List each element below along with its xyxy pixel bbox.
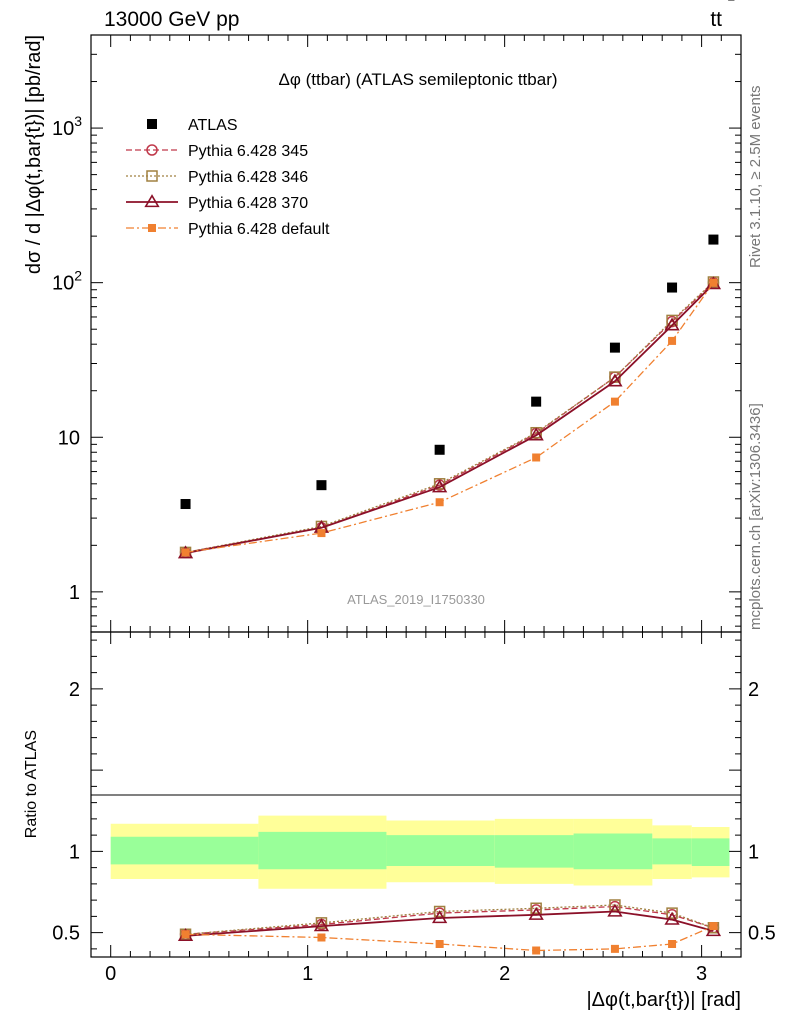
ratio-point-p346 xyxy=(315,917,328,929)
y-tick-label: 102 xyxy=(52,268,82,295)
ratio-point-p370 xyxy=(664,911,680,925)
data-point-pdefault xyxy=(610,397,619,406)
y-tick-label: 10 xyxy=(58,427,80,449)
y-tick-label-exponent: 2 xyxy=(74,268,82,284)
ratio-plot-frame xyxy=(90,631,742,958)
ratio-uncertainty-bands xyxy=(110,815,730,889)
ratio-point-p346 xyxy=(433,905,446,918)
legend: ATLAS Pythia 6.428 345 Pythia 6.428 346 Pyt… xyxy=(126,117,330,238)
ratio-band-inner xyxy=(691,838,730,866)
legend-label-pdefault: Pythia 6.428 default xyxy=(188,221,330,238)
ratio-plot-panel: 0.5 0.5 1 1 2 2 0 1 2 3 Ratio to ATLAS |Δφ(t,bar{… xyxy=(23,631,776,1011)
ratio-point-p346 xyxy=(666,907,678,919)
rivet-version-label: Rivet 3.1.10, ≥ 2.5M events xyxy=(747,86,764,269)
y-axis-label: dσ / d |Δφ(t,bar{t})| [pb/rad] xyxy=(23,35,45,274)
data-point-atlas xyxy=(316,480,327,491)
ratio-axis-ticks: 0.5 0.5 1 1 2 2 0 1 2 3 xyxy=(52,632,776,985)
process-bar: ‾ xyxy=(728,0,735,16)
ratio-point-p370 xyxy=(528,906,544,920)
legend-marker-p345 xyxy=(146,144,158,156)
ratio-point-p370 xyxy=(431,910,448,924)
ratio-band-inner xyxy=(652,838,692,865)
ratio-point-pdefault xyxy=(709,922,718,931)
ratio-point-pdefault xyxy=(181,930,190,939)
legend-marker-p370 xyxy=(144,194,160,208)
ratio-y-axis-label: Ratio to ATLAS xyxy=(23,730,40,838)
data-point-pdefault xyxy=(181,548,190,557)
ratio-y-tick-label-right: 2 xyxy=(748,679,759,701)
legend-marker-p346 xyxy=(146,170,158,182)
ratio-point-pdefault xyxy=(532,946,541,955)
series-line-pdefault xyxy=(185,282,714,554)
ratio-band-inner xyxy=(386,835,495,866)
analysis-watermark: ATLAS_2019_I1750330 xyxy=(347,592,485,607)
data-point-atlas xyxy=(609,342,620,353)
data-point-pdefault xyxy=(435,498,444,507)
y-tick-label-base: 10 xyxy=(52,273,74,295)
chart-title: Δφ (ttbar) (ATLAS semileptonic ttbar) xyxy=(278,70,557,89)
data-point-p370 xyxy=(528,427,544,441)
beam-label: 13000 GeV pp xyxy=(104,8,239,31)
x-tick-label: 3 xyxy=(696,963,707,985)
ratio-y-tick-label-left: 1 xyxy=(69,841,80,863)
legend-label-p346: Pythia 6.428 346 xyxy=(188,169,308,186)
series-line-p346 xyxy=(185,281,714,554)
y-tick-label-exponent: 3 xyxy=(74,113,82,129)
data-point-p370 xyxy=(607,373,623,387)
ratio-band-inner xyxy=(258,831,387,870)
data-point-atlas xyxy=(708,234,719,245)
legend-marker-atlas xyxy=(147,119,157,129)
ratio-line-p370 xyxy=(185,910,714,937)
legend-label-p370: Pythia 6.428 370 xyxy=(188,195,308,212)
x-tick-label: 2 xyxy=(499,963,510,985)
x-axis-label: |Δφ(t,bar{t})| [rad] xyxy=(586,989,741,1011)
y-tick-label: 1 xyxy=(69,582,80,604)
data-point-pdefault xyxy=(709,278,718,287)
ratio-y-tick-label-right: 0.5 xyxy=(748,923,776,945)
y-tick-label: 103 xyxy=(52,113,82,140)
ratio-point-pdefault xyxy=(317,933,326,942)
data-point-atlas xyxy=(180,499,191,510)
data-point-pdefault xyxy=(532,453,541,462)
data-point-atlas xyxy=(531,396,542,407)
ratio-band-inner xyxy=(494,835,574,868)
data-point-atlas xyxy=(667,282,678,293)
ratio-point-pdefault xyxy=(610,944,619,953)
ratio-band-inner xyxy=(110,836,259,865)
data-point-atlas xyxy=(434,444,445,455)
y-tick-label-base: 10 xyxy=(52,118,74,140)
x-tick-label: 1 xyxy=(302,963,313,985)
data-point-p370 xyxy=(664,317,680,331)
data-point-pdefault xyxy=(317,529,326,538)
legend-label-p345: Pythia 6.428 345 xyxy=(188,143,308,160)
main-plot-marks xyxy=(177,234,722,559)
ratio-plot-marks xyxy=(177,899,722,955)
ratio-band-inner xyxy=(573,833,653,870)
ratio-point-p370 xyxy=(607,903,623,917)
ratio-y-tick-label-left: 2 xyxy=(69,679,80,701)
data-point-pdefault xyxy=(668,336,677,345)
legend-label-atlas: ATLAS xyxy=(188,117,238,134)
legend-marker-pdefault xyxy=(148,224,156,232)
ratio-y-tick-label-right: 1 xyxy=(748,841,759,863)
ratio-point-p346 xyxy=(530,902,542,914)
ratio-point-p370 xyxy=(313,918,330,932)
x-tick-label: 0 xyxy=(105,963,116,985)
source-label: mcplots.cern.ch [arXiv:1306.3436] xyxy=(747,403,764,630)
ratio-point-pdefault xyxy=(435,940,444,948)
ratio-y-tick-label-left: 0.5 xyxy=(52,923,80,945)
series-line-p370 xyxy=(185,283,715,554)
process-label: tt xyxy=(710,8,722,31)
process-main: tt xyxy=(710,8,722,31)
series-line-p345 xyxy=(185,282,714,554)
data-point-p370 xyxy=(431,479,448,493)
ratio-point-pdefault xyxy=(668,940,677,948)
ratio-point-p346 xyxy=(609,899,621,911)
